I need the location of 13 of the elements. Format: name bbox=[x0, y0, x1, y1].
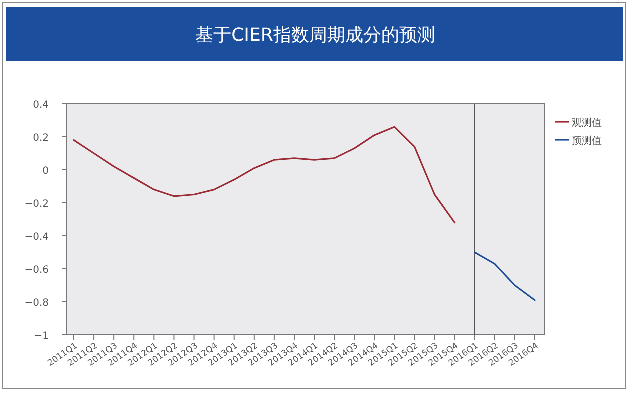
y-tick-label: −0.6 bbox=[24, 265, 49, 276]
line-series bbox=[474, 252, 536, 302]
y-tick-label: −0.2 bbox=[24, 199, 49, 210]
y-tick-label: 0 bbox=[42, 166, 49, 177]
y-tick-label: 0.4 bbox=[33, 100, 49, 111]
y-tick-label: −0.8 bbox=[24, 298, 49, 309]
y-tick-label: 0.2 bbox=[33, 133, 49, 144]
y-tick-label: −1 bbox=[34, 331, 49, 342]
legend-label: 预测值 bbox=[572, 135, 602, 147]
y-tick-label: −0.4 bbox=[24, 232, 49, 243]
chart-title: 基于CIER指数周期成分的预测 bbox=[196, 25, 436, 46]
line-series bbox=[73, 126, 456, 224]
legend-label: 观测值 bbox=[572, 117, 602, 129]
